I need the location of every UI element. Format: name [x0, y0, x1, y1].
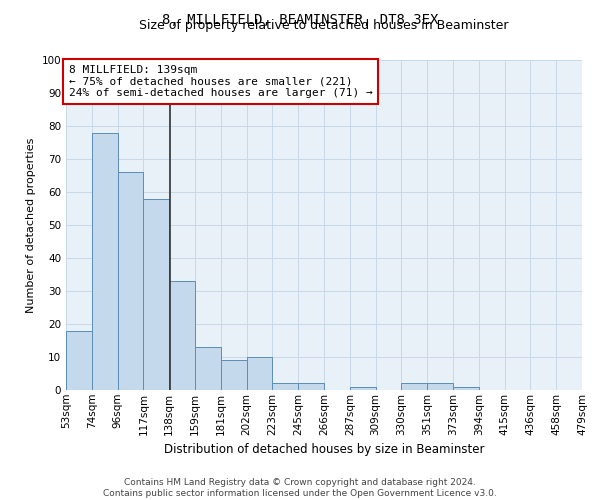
Bar [143, 198, 169, 390]
Bar [195, 347, 221, 390]
Bar [169, 281, 195, 390]
Title: Size of property relative to detached houses in Beaminster: Size of property relative to detached ho… [139, 20, 509, 32]
Y-axis label: Number of detached properties: Number of detached properties [26, 138, 36, 312]
Text: 8, MILLFIELD, BEAMINSTER, DT8 3EX: 8, MILLFIELD, BEAMINSTER, DT8 3EX [162, 12, 438, 26]
Bar [298, 384, 324, 390]
Bar [66, 330, 92, 390]
Bar [118, 172, 143, 390]
Bar [453, 386, 479, 390]
Bar [350, 386, 376, 390]
Bar [401, 384, 427, 390]
Bar [427, 384, 453, 390]
Text: 8 MILLFIELD: 139sqm
← 75% of detached houses are smaller (221)
24% of semi-detac: 8 MILLFIELD: 139sqm ← 75% of detached ho… [68, 65, 373, 98]
Bar [92, 132, 118, 390]
Text: Contains HM Land Registry data © Crown copyright and database right 2024.
Contai: Contains HM Land Registry data © Crown c… [103, 478, 497, 498]
Bar [272, 384, 298, 390]
Bar [247, 357, 272, 390]
X-axis label: Distribution of detached houses by size in Beaminster: Distribution of detached houses by size … [164, 443, 484, 456]
Bar [221, 360, 247, 390]
